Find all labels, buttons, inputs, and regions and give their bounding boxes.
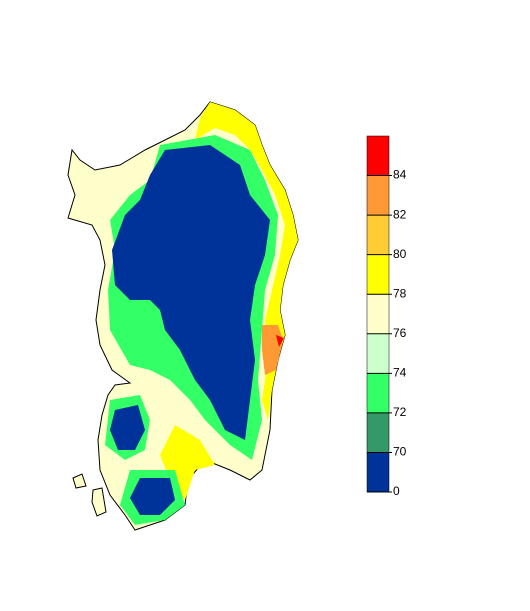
south-blue <box>130 478 175 515</box>
legend-swatch <box>367 452 389 492</box>
legend-swatch <box>367 412 389 453</box>
legend-swatch <box>367 215 389 255</box>
legend-tick-label: 84 <box>393 168 407 182</box>
legend-tick-label: 70 <box>393 445 407 459</box>
legend-tick-label: 82 <box>393 207 407 221</box>
legend-swatch <box>367 175 389 216</box>
color-legend: 0 70 72 74 76 78 80 82 84 <box>366 135 407 498</box>
legend-swatch <box>367 333 389 374</box>
blue-zone <box>112 145 270 440</box>
legend-tick-label: 0 <box>393 484 400 498</box>
legend-tick-label: 80 <box>393 247 407 261</box>
sw-blue <box>110 405 145 450</box>
legend-tick-label: 78 <box>393 286 407 300</box>
island-map <box>67 101 299 531</box>
legend-swatch <box>367 136 389 176</box>
east-red <box>276 335 284 347</box>
islet <box>91 487 107 517</box>
legend-swatch <box>367 254 389 295</box>
legend-swatch <box>367 373 389 413</box>
legend-tick-label: 74 <box>393 366 407 380</box>
legend-tick-label: 72 <box>393 405 407 419</box>
legend-tick-label: 76 <box>393 326 407 340</box>
islet <box>72 473 87 489</box>
legend-swatch <box>367 294 389 334</box>
east-orange <box>262 325 283 375</box>
